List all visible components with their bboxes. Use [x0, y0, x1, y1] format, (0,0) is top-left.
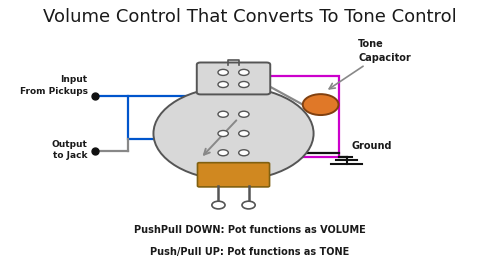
Circle shape [218, 150, 228, 156]
Text: PushPull DOWN: Pot functions as VOLUME: PushPull DOWN: Pot functions as VOLUME [134, 225, 366, 235]
Text: Push/Pull UP: Pot functions as TONE: Push/Pull UP: Pot functions as TONE [150, 247, 350, 257]
Circle shape [302, 94, 338, 115]
Circle shape [218, 81, 228, 88]
Circle shape [242, 201, 255, 209]
Circle shape [218, 130, 228, 136]
Bar [128, 96, 206, 139]
Circle shape [238, 81, 249, 88]
Text: Output
to Jack: Output to Jack [52, 140, 88, 160]
Circle shape [238, 150, 249, 156]
Circle shape [238, 111, 249, 117]
Circle shape [154, 87, 314, 180]
Circle shape [238, 70, 249, 75]
Circle shape [212, 201, 225, 209]
Circle shape [218, 70, 228, 75]
Bar [229, 76, 340, 157]
Text: Ground: Ground [352, 141, 392, 151]
Circle shape [238, 130, 249, 136]
Text: Input
From Pickups: Input From Pickups [20, 75, 87, 96]
FancyBboxPatch shape [197, 63, 270, 95]
Circle shape [218, 111, 228, 117]
FancyBboxPatch shape [198, 163, 270, 187]
Text: Volume Control That Converts To Tone Control: Volume Control That Converts To Tone Con… [43, 8, 457, 26]
Text: Tone
Capacitor: Tone Capacitor [358, 39, 411, 63]
